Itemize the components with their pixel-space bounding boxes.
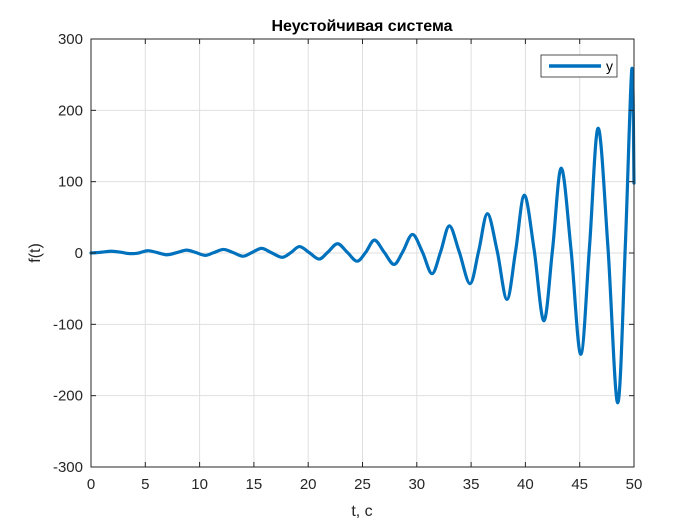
x-axis-label: t, c: [351, 503, 372, 520]
ticks: [90, 38, 635, 468]
y-tick-label: 0: [75, 245, 83, 262]
x-tick-label: 45: [571, 476, 588, 493]
y-tick-label: 300: [58, 31, 83, 48]
legend: y: [540, 54, 618, 78]
y-tick-label: -200: [53, 388, 83, 405]
x-tick-label: 30: [408, 476, 425, 493]
tick-labels: 0 5 10 15 20 25 30 35 40 45 50 -300 -200 -100 0 100 200 3…: [53, 31, 642, 493]
x-tick-label: 25: [354, 476, 371, 493]
series-line-y: [89, 67, 636, 405]
legend-label: y: [606, 58, 613, 74]
y-tick-label: -100: [53, 316, 83, 333]
x-tick-label: 35: [463, 476, 480, 493]
x-tick-label: 0: [87, 476, 95, 493]
x-tick-label: 5: [141, 476, 149, 493]
y-tick-label: -300: [53, 459, 83, 476]
y-axis-label: f(t): [27, 243, 44, 263]
chart-title: Неустойчивая система: [272, 18, 453, 35]
x-tick-label: 50: [626, 476, 643, 493]
x-tick-label: 10: [191, 476, 208, 493]
series-layer: [89, 67, 636, 405]
x-tick-label: 40: [517, 476, 534, 493]
x-tick-label: 15: [246, 476, 263, 493]
y-tick-label: 200: [58, 102, 83, 119]
y-tick-label: 100: [58, 174, 83, 191]
x-tick-label: 20: [300, 476, 317, 493]
